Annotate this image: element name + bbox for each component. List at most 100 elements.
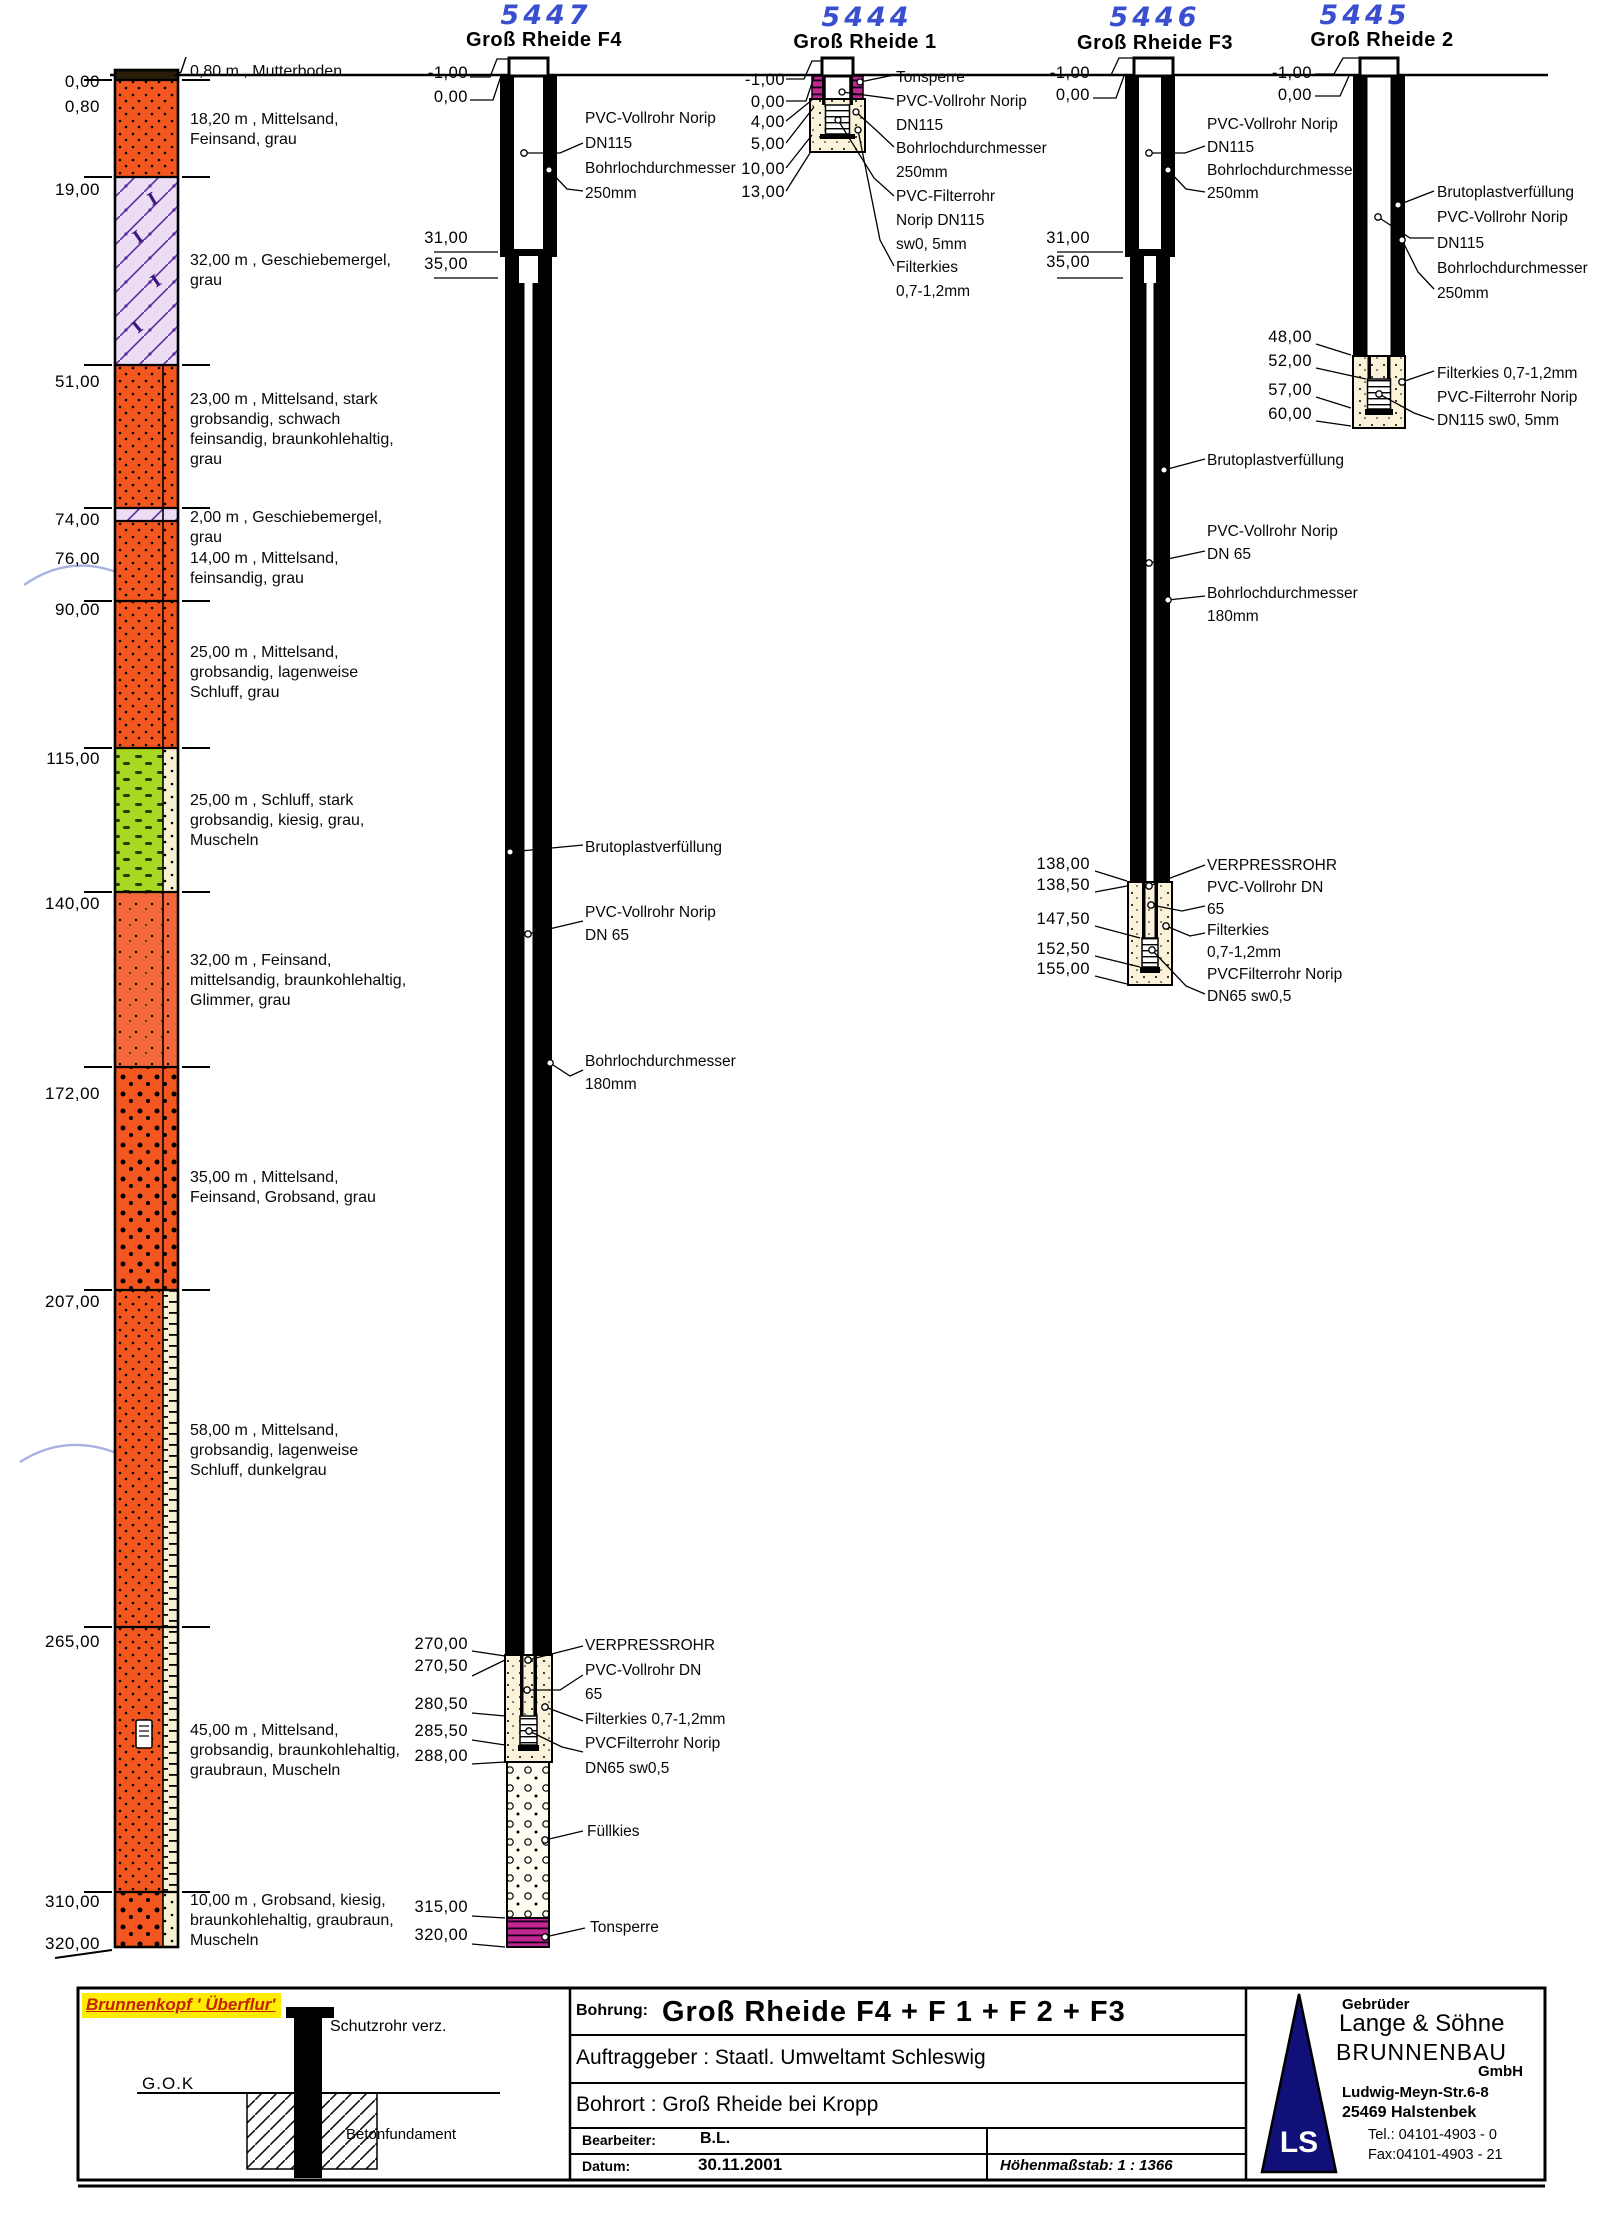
- f3-screen-annotation: VERPRESSROHR PVC-Vollrohr DN 65 Filterki…: [1207, 857, 1343, 1005]
- well-code-gr1: 5444: [821, 2, 913, 33]
- f3-borehole-annotation: Bohrlochdurchmesser 180mm: [1207, 585, 1358, 625]
- gr1-depth-label: 5,00: [750, 135, 785, 153]
- bearbeiter-value: B.L.: [700, 2130, 731, 2147]
- stratum-description: 58,00 m , Mittelsand, grobsandig, lagenw…: [190, 1422, 359, 1479]
- stratum-description: 25,00 m , Mittelsand, grobsandig, lagenw…: [190, 644, 359, 701]
- stratum-description: 14,00 m , Mittelsand, feinsandig, grau: [190, 550, 339, 587]
- f3-depth-label: 35,00: [1046, 253, 1090, 271]
- f3-depth-label: 155,00: [1036, 960, 1090, 978]
- f4-leader-points: [506, 149, 554, 1941]
- gr1-depth-label: 13,00: [741, 183, 785, 201]
- f3-leader-lines: [1057, 57, 1206, 995]
- well-title-f3: Groß Rheide F3: [1077, 32, 1233, 54]
- auftraggeber-row: Auftraggeber : Staatl. Umweltamt Schlesw…: [576, 2046, 986, 2069]
- company-division: BRUNNENBAU: [1336, 2039, 1508, 2065]
- stratum-description: 25,00 m , Schluff, stark grobsandig, kie…: [190, 792, 365, 849]
- gr2-depth-label: 52,00: [1268, 352, 1312, 370]
- stratum-description: 23,00 m , Mittelsand, stark grobsandig, …: [190, 391, 394, 468]
- f3-backfill-annotation: Brutoplastverfüllung: [1207, 452, 1344, 469]
- bohrung-value: Groß Rheide F4 + F 1 + F 2 + F3: [662, 1996, 1126, 2028]
- company-name-prefix: Gebrüder: [1342, 1996, 1410, 2013]
- bohrort-row: Bohrort : Groß Rheide bei Kropp: [576, 2093, 879, 2116]
- f3-depth-label: 138,00: [1036, 855, 1090, 873]
- company-logo-triangle: [1260, 1993, 1338, 2174]
- gok-label: G.O.K: [142, 2074, 195, 2093]
- gr2-leader-points: [1374, 201, 1406, 398]
- f3-depth-label: 31,00: [1046, 229, 1090, 247]
- gr2-depth-label: 48,00: [1268, 328, 1312, 346]
- f4-depth-label: 288,00: [414, 1747, 468, 1765]
- f4-borehole-annotation: Bohrlochdurchmesser 180mm: [585, 1053, 736, 1093]
- strata-depth-label: 0,00: [64, 72, 100, 91]
- stratum-description: 2,00 m , Geschiebemergel, grau: [190, 509, 383, 546]
- company-logo-letters: LS: [1279, 2126, 1319, 2159]
- well-gr2-graphic: [1315, 56, 1435, 429]
- massstab-value: Höhenmaßstab: 1 : 1366: [1000, 2157, 1173, 2174]
- f3-depth-label: 138,50: [1036, 876, 1090, 894]
- well-title-gr2: Groß Rheide 2: [1310, 29, 1454, 51]
- stratum-description: 35,00 m , Mittelsand, Feinsand, Grobsand…: [190, 1169, 376, 1206]
- gr2-depth-label: 57,00: [1268, 381, 1312, 399]
- stratum-description: 0,80 m , Mutterboden: [190, 63, 343, 80]
- well-f4-graphic: [434, 56, 586, 1948]
- company-phone: Tel.: 04101-4903 - 0: [1368, 2127, 1497, 2143]
- gr2-depth-label: 0,00: [1277, 86, 1312, 104]
- f3-riser-annotation: PVC-Vollrohr Norip DN 65: [1207, 523, 1338, 563]
- well-code-f4: 5447: [500, 0, 592, 31]
- company-street: Ludwig-Meyn-Str.6-8: [1342, 2084, 1489, 2101]
- stratum-description: 10,00 m , Grobsand, kiesig, braunkohleha…: [190, 1892, 394, 1949]
- gr1-depth-label: 0,00: [750, 93, 785, 111]
- strata-depth-label: 0,80: [64, 97, 100, 116]
- bearbeiter-label: Bearbeiter:: [582, 2132, 656, 2148]
- datum-label: Datum:: [582, 2158, 631, 2174]
- f3-depth-label: -1,00: [1049, 64, 1090, 82]
- depth-ticks: [54, 79, 210, 1959]
- f4-leader-lines: [434, 58, 586, 1948]
- gr2-leader-lines: [1315, 57, 1435, 427]
- bohrung-label: Bohrung:: [576, 2002, 648, 2019]
- f4-gravel-annotation: Füllkies: [587, 1823, 640, 1840]
- well-code-f3: 5446: [1109, 2, 1201, 33]
- gr1-depth-label: -1,00: [744, 71, 785, 89]
- strata-depth-label: 19,00: [54, 180, 100, 199]
- well-f3-graphic: [1057, 56, 1206, 995]
- f3-depth-label: 147,50: [1036, 910, 1090, 928]
- strata-depth-label: 74,00: [54, 510, 100, 529]
- gr1-depth-label: 10,00: [741, 160, 785, 178]
- stratum-description: 32,00 m , Geschiebemergel, grau: [190, 252, 391, 289]
- f3-leader-points: [1145, 149, 1172, 954]
- f4-depth-label: 285,50: [414, 1722, 468, 1740]
- gr2-screen-annotation: Filterkies 0,7-1,2mm PVC-Filterrohr Nori…: [1437, 365, 1578, 429]
- strata-depth-label: 115,00: [46, 749, 100, 768]
- f4-screen-annotation: VERPRESSROHR PVC-Vollrohr DN 65 Filterki…: [585, 1637, 726, 1777]
- well-title-f4: Groß Rheide F4: [466, 29, 622, 51]
- strata-depth-label: 51,00: [54, 372, 100, 391]
- f4-depth-label: 320,00: [414, 1926, 468, 1944]
- strata-column-graphic: I I I I: [54, 56, 210, 1959]
- f4-clayseal-annotation: Tonsperre: [590, 1919, 659, 1936]
- f3-depth-label: 152,50: [1036, 940, 1090, 958]
- f4-riser-annotation: PVC-Vollrohr Norip DN 65: [585, 904, 716, 944]
- company-fax: Fax:04101-4903 - 21: [1368, 2147, 1503, 2163]
- gr2-casing-annotation: Brutoplastverfüllung PVC-Vollrohr Norip …: [1437, 184, 1588, 303]
- f4-depth-label: 280,50: [414, 1695, 468, 1713]
- f3-depth-label: 0,00: [1055, 86, 1090, 104]
- well-gr1-graphic: [785, 56, 895, 267]
- datum-value: 30.11.2001: [698, 2155, 783, 2174]
- well-title-gr1: Groß Rheide 1: [793, 31, 937, 53]
- stratum-description: 32,00 m , Feinsand, mittelsandig, braunk…: [190, 952, 407, 1009]
- strata-depth-label: 207,00: [45, 1292, 100, 1311]
- fossil-symbol: [135, 1719, 153, 1749]
- f4-depth-label: 315,00: [414, 1898, 468, 1916]
- company-name: Lange & Söhne: [1339, 2010, 1505, 2037]
- f4-depth-label: 31,00: [424, 229, 468, 247]
- betonfundament-label: Betonfundament: [346, 2126, 457, 2143]
- strata-depth-label: 90,00: [54, 600, 100, 619]
- protective-pipe: [294, 2010, 322, 2178]
- stratum-description: 45,00 m , Mittelsand, grobsandig, braunk…: [190, 1722, 400, 1779]
- wellhead-sketch-title: Brunnenkopf ' Überflur': [82, 1993, 282, 2018]
- f4-backfill-annotation: Brutoplastverfüllung: [585, 839, 722, 856]
- strata-depth-label: 265,00: [45, 1632, 100, 1651]
